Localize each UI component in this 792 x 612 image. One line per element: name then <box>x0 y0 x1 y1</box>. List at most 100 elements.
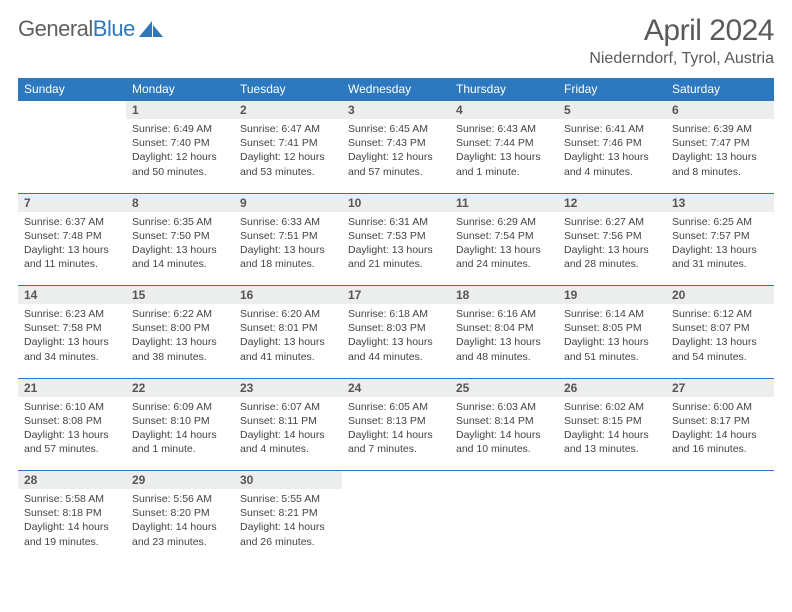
day-number-cell <box>18 101 126 120</box>
sunrise-text: Sunrise: 6:49 AM <box>132 122 228 136</box>
day-content-cell: Sunrise: 6:09 AMSunset: 8:10 PMDaylight:… <box>126 397 234 471</box>
day2-text: and 1 minute. <box>132 442 228 456</box>
day-number-cell: 1 <box>126 101 234 120</box>
day-number-cell: 29 <box>126 471 234 490</box>
day-content-cell: Sunrise: 6:23 AMSunset: 7:58 PMDaylight:… <box>18 304 126 378</box>
day-number-cell: 9 <box>234 193 342 212</box>
day-content-cell: Sunrise: 6:20 AMSunset: 8:01 PMDaylight:… <box>234 304 342 378</box>
day-content-cell: Sunrise: 6:14 AMSunset: 8:05 PMDaylight:… <box>558 304 666 378</box>
day-content-cell: Sunrise: 6:18 AMSunset: 8:03 PMDaylight:… <box>342 304 450 378</box>
calendar-table: Sunday Monday Tuesday Wednesday Thursday… <box>18 78 774 563</box>
day-content-cell: Sunrise: 6:43 AMSunset: 7:44 PMDaylight:… <box>450 119 558 193</box>
day-number-cell: 21 <box>18 378 126 397</box>
sunset-text: Sunset: 7:44 PM <box>456 136 552 150</box>
brand-logo: GeneralBlue <box>18 16 165 42</box>
sunset-text: Sunset: 8:18 PM <box>24 506 120 520</box>
day1-text: Daylight: 12 hours <box>348 150 444 164</box>
sail-icon <box>139 20 165 38</box>
day1-text: Daylight: 14 hours <box>132 520 228 534</box>
sunset-text: Sunset: 7:56 PM <box>564 229 660 243</box>
day-content-cell <box>342 489 450 563</box>
day2-text: and 16 minutes. <box>672 442 768 456</box>
location-text: Niederndorf, Tyrol, Austria <box>589 50 774 68</box>
weekday-heading: Sunday <box>18 78 126 101</box>
day1-text: Daylight: 14 hours <box>240 428 336 442</box>
sunset-text: Sunset: 7:51 PM <box>240 229 336 243</box>
sunset-text: Sunset: 7:53 PM <box>348 229 444 243</box>
sunset-text: Sunset: 8:01 PM <box>240 321 336 335</box>
day2-text: and 28 minutes. <box>564 257 660 271</box>
day2-text: and 57 minutes. <box>24 442 120 456</box>
day-number-cell: 14 <box>18 286 126 305</box>
sunset-text: Sunset: 8:14 PM <box>456 414 552 428</box>
sunset-text: Sunset: 7:48 PM <box>24 229 120 243</box>
day-number-cell: 7 <box>18 193 126 212</box>
sunrise-text: Sunrise: 6:07 AM <box>240 400 336 414</box>
sunset-text: Sunset: 8:04 PM <box>456 321 552 335</box>
day-number-row: 282930 <box>18 471 774 490</box>
sunrise-text: Sunrise: 6:47 AM <box>240 122 336 136</box>
day2-text: and 4 minutes. <box>564 165 660 179</box>
day2-text: and 51 minutes. <box>564 350 660 364</box>
day2-text: and 21 minutes. <box>348 257 444 271</box>
day-number-cell: 24 <box>342 378 450 397</box>
day-number-cell <box>666 471 774 490</box>
day-number-cell: 5 <box>558 101 666 120</box>
day1-text: Daylight: 13 hours <box>132 243 228 257</box>
day-number-cell: 15 <box>126 286 234 305</box>
day-content-cell: Sunrise: 6:41 AMSunset: 7:46 PMDaylight:… <box>558 119 666 193</box>
day-number-cell: 3 <box>342 101 450 120</box>
day-content-cell: Sunrise: 6:39 AMSunset: 7:47 PMDaylight:… <box>666 119 774 193</box>
day-content-row: Sunrise: 6:49 AMSunset: 7:40 PMDaylight:… <box>18 119 774 193</box>
day1-text: Daylight: 13 hours <box>672 150 768 164</box>
sunrise-text: Sunrise: 6:35 AM <box>132 215 228 229</box>
day2-text: and 57 minutes. <box>348 165 444 179</box>
sunrise-text: Sunrise: 6:18 AM <box>348 307 444 321</box>
day1-text: Daylight: 13 hours <box>564 243 660 257</box>
day1-text: Daylight: 14 hours <box>132 428 228 442</box>
day2-text: and 31 minutes. <box>672 257 768 271</box>
day2-text: and 13 minutes. <box>564 442 660 456</box>
day-number-cell: 27 <box>666 378 774 397</box>
sunset-text: Sunset: 8:17 PM <box>672 414 768 428</box>
day2-text: and 54 minutes. <box>672 350 768 364</box>
calendar-body: 123456Sunrise: 6:49 AMSunset: 7:40 PMDay… <box>18 101 774 564</box>
day-content-cell <box>666 489 774 563</box>
weekday-heading: Thursday <box>450 78 558 101</box>
day-number-cell: 11 <box>450 193 558 212</box>
day-number-cell <box>558 471 666 490</box>
sunset-text: Sunset: 7:58 PM <box>24 321 120 335</box>
sunrise-text: Sunrise: 6:27 AM <box>564 215 660 229</box>
weekday-heading: Saturday <box>666 78 774 101</box>
sunrise-text: Sunrise: 6:00 AM <box>672 400 768 414</box>
sunset-text: Sunset: 7:50 PM <box>132 229 228 243</box>
day-content-cell: Sunrise: 6:22 AMSunset: 8:00 PMDaylight:… <box>126 304 234 378</box>
day-content-cell: Sunrise: 6:00 AMSunset: 8:17 PMDaylight:… <box>666 397 774 471</box>
day-content-cell: Sunrise: 6:05 AMSunset: 8:13 PMDaylight:… <box>342 397 450 471</box>
day1-text: Daylight: 14 hours <box>24 520 120 534</box>
day-content-cell: Sunrise: 6:03 AMSunset: 8:14 PMDaylight:… <box>450 397 558 471</box>
day1-text: Daylight: 13 hours <box>564 335 660 349</box>
day-content-cell: Sunrise: 6:31 AMSunset: 7:53 PMDaylight:… <box>342 212 450 286</box>
day-number-cell: 10 <box>342 193 450 212</box>
day2-text: and 24 minutes. <box>456 257 552 271</box>
sunset-text: Sunset: 8:13 PM <box>348 414 444 428</box>
sunrise-text: Sunrise: 6:37 AM <box>24 215 120 229</box>
sunset-text: Sunset: 7:57 PM <box>672 229 768 243</box>
day-number-row: 21222324252627 <box>18 378 774 397</box>
sunset-text: Sunset: 8:07 PM <box>672 321 768 335</box>
brand-part1: General <box>18 16 93 41</box>
day2-text: and 48 minutes. <box>456 350 552 364</box>
day1-text: Daylight: 13 hours <box>240 335 336 349</box>
day2-text: and 19 minutes. <box>24 535 120 549</box>
page-header: GeneralBlue April 2024 Niederndorf, Tyro… <box>18 14 774 68</box>
title-block: April 2024 Niederndorf, Tyrol, Austria <box>589 14 774 68</box>
day1-text: Daylight: 13 hours <box>240 243 336 257</box>
day-content-cell: Sunrise: 6:29 AMSunset: 7:54 PMDaylight:… <box>450 212 558 286</box>
sunset-text: Sunset: 8:10 PM <box>132 414 228 428</box>
day1-text: Daylight: 14 hours <box>456 428 552 442</box>
day-content-cell <box>450 489 558 563</box>
day-content-cell: Sunrise: 6:12 AMSunset: 8:07 PMDaylight:… <box>666 304 774 378</box>
sunrise-text: Sunrise: 6:16 AM <box>456 307 552 321</box>
day-content-cell <box>558 489 666 563</box>
